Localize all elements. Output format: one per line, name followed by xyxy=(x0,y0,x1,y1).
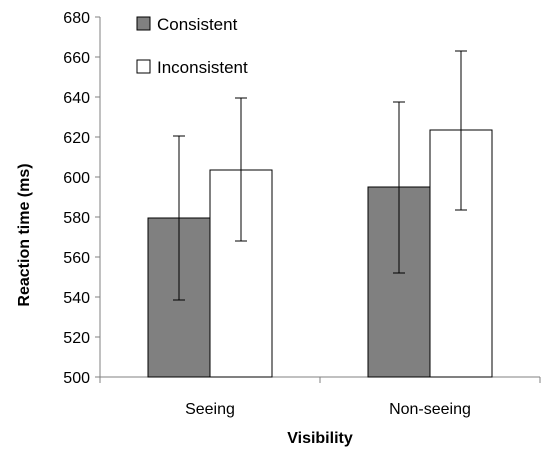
bars xyxy=(147,129,493,378)
legend-label-consistent: Consistent xyxy=(157,15,238,34)
x-tick-label: Non-seeing xyxy=(389,401,471,418)
y-tick-label: 540 xyxy=(63,290,90,307)
legend-label-inconsistent: Inconsistent xyxy=(157,58,248,77)
x-axis-title: Visibility xyxy=(287,430,353,447)
y-axis-title: Reaction time (ms) xyxy=(16,163,33,306)
y-tick-label: 680 xyxy=(63,10,90,27)
y-axis: 500 520 540 560 580 600 620 640 660 680 xyxy=(63,10,101,387)
error-bars xyxy=(173,50,467,301)
legend-swatch-inconsistent xyxy=(136,59,151,74)
y-tick-label: 500 xyxy=(63,370,90,387)
legend-swatch-consistent xyxy=(136,16,151,31)
y-tick-label: 560 xyxy=(63,250,90,267)
x-axis: Seeing Non-seeing xyxy=(99,376,541,418)
y-tick-label: 640 xyxy=(63,90,90,107)
y-tick-label: 660 xyxy=(63,50,90,67)
y-tick-label: 580 xyxy=(63,210,90,227)
y-tick-label: 620 xyxy=(63,130,90,147)
y-tick-label: 520 xyxy=(63,330,90,347)
x-tick-label: Seeing xyxy=(185,401,235,418)
y-tick-label: 600 xyxy=(63,170,90,187)
legend: Consistent Inconsistent xyxy=(136,15,248,77)
